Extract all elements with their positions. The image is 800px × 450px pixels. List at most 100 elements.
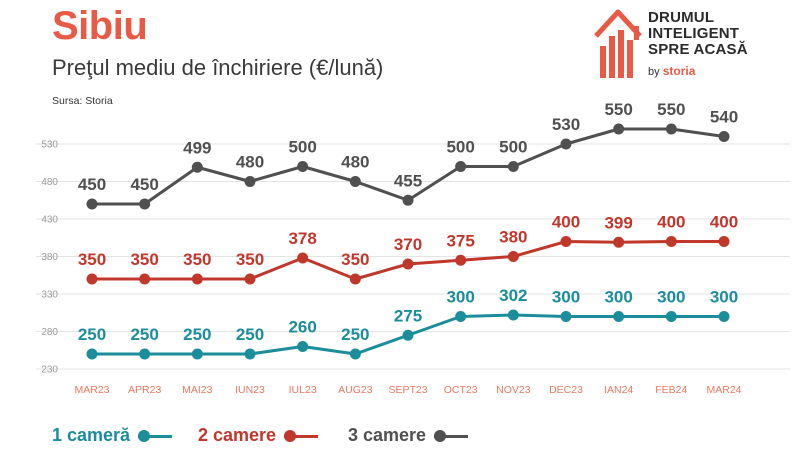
data-point xyxy=(455,161,467,172)
data-point xyxy=(349,273,361,285)
data-point xyxy=(244,273,256,285)
legend-dot xyxy=(284,430,297,442)
logo-text: DRUMUL INTELIGENT SPRE ACASĂ xyxy=(648,10,748,58)
legend-label: 2 camere xyxy=(198,425,277,445)
data-point xyxy=(86,348,98,360)
data-label: 540 xyxy=(710,108,738,127)
legend-line xyxy=(138,435,173,438)
data-label: 499 xyxy=(183,138,211,157)
data-point xyxy=(297,252,309,264)
data-point xyxy=(139,198,151,210)
x-tick-label: NOV23 xyxy=(496,384,531,396)
legend-line xyxy=(434,435,469,438)
legend-line xyxy=(284,435,319,438)
data-label: 350 xyxy=(130,250,158,269)
data-label: 480 xyxy=(341,153,369,172)
data-label: 300 xyxy=(657,288,685,307)
data-label: 250 xyxy=(183,325,211,344)
chart-title: Sibiu xyxy=(52,4,148,48)
data-label: 250 xyxy=(78,325,106,344)
x-tick-label: MAR23 xyxy=(74,384,109,396)
data-label: 300 xyxy=(446,288,474,307)
data-label: 550 xyxy=(604,100,632,119)
data-point xyxy=(665,311,677,322)
data-label: 500 xyxy=(288,138,316,157)
data-point xyxy=(86,273,98,285)
x-tick-label: IUL23 xyxy=(289,384,317,396)
data-label: 500 xyxy=(446,138,474,157)
data-label: 455 xyxy=(394,171,422,190)
y-tick-label: 330 xyxy=(41,290,58,301)
data-point xyxy=(613,236,625,248)
y-tick-label: 530 xyxy=(41,140,58,151)
data-point xyxy=(665,236,677,247)
data-point xyxy=(244,176,256,187)
logo-line-1: DRUMUL xyxy=(648,9,715,26)
house-bar-chart-icon xyxy=(594,9,642,78)
line-chart: 230 280 330 380 430 480 530 MAR23 APR23 MAI23 IUN2… xyxy=(36,100,790,396)
y-tick-label: 380 xyxy=(41,252,58,263)
data-point xyxy=(507,309,519,321)
data-point xyxy=(402,194,414,206)
x-tick-label: MAR24 xyxy=(706,384,741,396)
data-label: 350 xyxy=(183,250,211,269)
data-point xyxy=(665,123,677,135)
x-tick-label: AUG23 xyxy=(338,384,373,396)
data-point xyxy=(560,236,572,247)
data-point xyxy=(718,311,730,322)
data-point xyxy=(139,273,151,285)
data-label: 350 xyxy=(236,250,264,269)
data-label: 480 xyxy=(236,153,264,172)
data-point xyxy=(191,348,203,360)
data-point xyxy=(139,348,151,360)
data-point xyxy=(297,341,309,352)
data-label: 378 xyxy=(288,229,316,248)
data-point xyxy=(86,198,98,210)
x-tick-label: FEB24 xyxy=(655,384,687,396)
data-label: 380 xyxy=(499,228,527,247)
x-tick-label: IUN23 xyxy=(235,384,265,396)
data-point xyxy=(718,131,730,142)
x-tick-label: APR23 xyxy=(128,384,161,396)
x-tick-label: IAN24 xyxy=(604,384,633,396)
data-point xyxy=(402,329,414,341)
x-tick-label: DEC23 xyxy=(549,384,583,396)
data-label: 400 xyxy=(710,213,738,232)
data-point xyxy=(349,176,361,187)
legend-dot xyxy=(138,430,151,442)
data-label: 399 xyxy=(604,213,632,232)
logo-line-3: SPRE ACASĂ xyxy=(648,41,748,58)
y-tick-label: 480 xyxy=(41,177,58,188)
data-label: 370 xyxy=(394,235,422,254)
data-label: 300 xyxy=(604,288,632,307)
data-label: 450 xyxy=(130,175,158,194)
data-point xyxy=(507,251,519,262)
data-label: 350 xyxy=(78,250,106,269)
data-point xyxy=(613,311,625,322)
data-point xyxy=(613,123,625,135)
data-point xyxy=(349,348,361,360)
data-label: 450 xyxy=(78,175,106,194)
logo-brand: storia xyxy=(662,64,696,78)
y-tick-label: 230 xyxy=(41,365,58,376)
data-label: 375 xyxy=(446,231,474,250)
data-point xyxy=(455,311,467,322)
legend-dot xyxy=(434,430,447,442)
storia-logo: DRUMUL INTELIGENT SPRE ACASĂ by storia xyxy=(592,6,792,86)
x-tick-label: MAI23 xyxy=(182,384,213,396)
chart-subtitle: Preţul mediu de închiriere (€/lună) xyxy=(52,55,384,80)
data-point xyxy=(244,348,256,360)
data-label: 300 xyxy=(710,288,738,307)
data-label: 500 xyxy=(499,138,527,157)
data-label: 350 xyxy=(341,250,369,269)
logo-by-line: by storia xyxy=(648,64,695,79)
data-point xyxy=(297,161,309,172)
x-tick-label: SEPT23 xyxy=(388,384,427,396)
data-label: 400 xyxy=(552,213,580,232)
legend-label: 1 cameră xyxy=(52,425,131,445)
data-label: 250 xyxy=(341,325,369,344)
y-tick-label: 430 xyxy=(41,215,58,226)
data-point xyxy=(191,273,203,285)
data-label: 550 xyxy=(657,100,685,119)
data-point xyxy=(560,311,572,322)
